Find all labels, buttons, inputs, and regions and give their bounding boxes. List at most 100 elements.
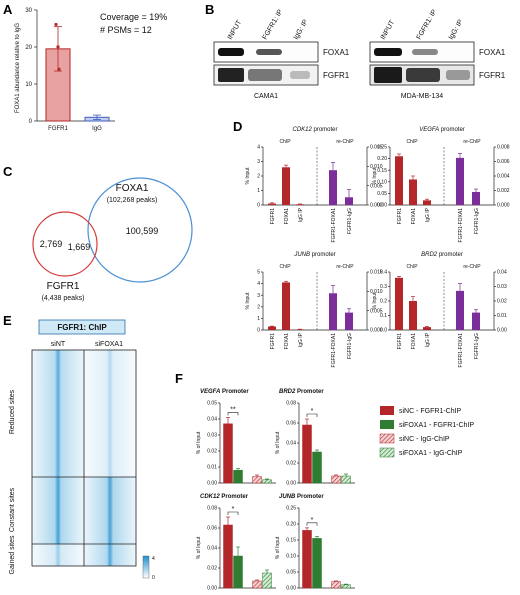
y-tick-label: 3 [257, 159, 260, 165]
y2-tick-label: 0.010 [370, 164, 383, 170]
venn-foxa1-label: FOXA1 [116, 183, 149, 194]
y2-tick-label: 0.01 [497, 313, 507, 319]
chip-label: ChIP [279, 139, 291, 145]
venn-circle-foxa1 [87, 177, 193, 283]
row-label-foxa1-1: FOXA1 [323, 48, 350, 57]
heatmap-header: FGFR1: ChIP [57, 323, 107, 332]
x-tick-label: IgG IP [425, 332, 431, 347]
y2-tick-label: 0.002 [497, 188, 510, 194]
band [406, 68, 440, 82]
venn-only-foxa1: 100,599 [126, 226, 159, 236]
y-tick-label: 2 [257, 304, 260, 310]
y-tick-label: 0.06 [286, 421, 296, 427]
y2-tick-label: 0.015 [370, 270, 383, 276]
x-tick-label: FGFR1-FOXA1 [458, 208, 464, 243]
chip-label: ChIP [406, 139, 418, 145]
y-tick-label: 0.2 [380, 299, 387, 305]
x-tick-label: IgG [92, 126, 102, 132]
y-tick-label: 0.25 [377, 145, 387, 151]
y-tick-label: 0.0 [380, 328, 387, 334]
bar [296, 329, 304, 330]
y-axis-label: % Input [372, 292, 378, 310]
x-tick-label: IgG IP [425, 207, 431, 222]
y-axis-label: % Input [372, 167, 378, 185]
heatmap-color-scale [142, 555, 150, 579]
significance-bracket [306, 413, 318, 417]
lane-igg-ip-2: IgG: IP [448, 18, 465, 41]
chart-title: JUNB promoter [293, 252, 335, 258]
bar [233, 555, 243, 589]
bar [472, 191, 480, 205]
y-tick-label: 0.08 [286, 401, 296, 407]
y2-tick-label: 0.008 [497, 145, 510, 151]
band [256, 49, 282, 55]
y-tick-label: 0.25 [286, 506, 296, 512]
bar [223, 524, 233, 589]
heatmap-group-constant: Constant sites [9, 487, 16, 532]
legend-swatch-sinc-igg [379, 433, 395, 444]
y-axis-label: % Input [245, 167, 251, 185]
y-tick-label: 0.10 [377, 179, 387, 185]
heatmap-group-reduced: Reduced sites [9, 389, 16, 434]
x-tick-label: FGFR1-IgG [347, 333, 353, 359]
lane-fgfr1-ip-1: FGFR1: IP [262, 8, 285, 41]
y-tick-label: 0.00 [207, 481, 217, 487]
y-tick-label: 0.3 [380, 284, 387, 290]
bar [282, 282, 290, 330]
y-tick-label: 0.05 [286, 570, 296, 576]
y-axis-label: % of Input [275, 431, 281, 454]
y-tick-label: 0.01 [207, 465, 217, 471]
heatmap-col-sint: siNT [51, 341, 66, 348]
bar [312, 451, 322, 484]
panel-a-ylabel: FOXA1 abundance relative to IgG [15, 23, 21, 113]
chart-title: BRD2 promoter [421, 252, 463, 258]
x-tick-label: FGFR1 [270, 333, 276, 350]
y-tick-label: 0.02 [207, 449, 217, 455]
y-tick-label: 0.00 [377, 203, 387, 209]
x-tick-label: FGFR1-IgG [474, 333, 480, 359]
y-tick-label: 0.05 [207, 401, 217, 407]
significance-bracket [227, 412, 239, 416]
lane-input-1: INPUT [227, 19, 244, 41]
band [412, 49, 438, 55]
band [218, 68, 244, 82]
y-tick-label: 0.02 [286, 461, 296, 467]
significance-marker: ** [230, 406, 236, 413]
y-axis-label: % of Input [196, 536, 202, 559]
x-tick-label: FGFR1-FOXA1 [458, 333, 464, 368]
bar [409, 301, 417, 330]
y-tick-label: 10 [25, 82, 32, 88]
venn-fgfr1-label: FGFR1 [47, 281, 80, 292]
panel-label-f: F [175, 371, 183, 386]
chart-brd2-promoter: BRD2 Promoter % of Input 0.00 0.02 0.04 0.06 0… [275, 389, 355, 487]
y2-tick-label: 0.010 [370, 289, 383, 295]
chart-title: CDK12 promoter [292, 127, 337, 133]
chart-title: CDK12 Promoter [200, 494, 249, 500]
heatmap-col-sifoxa1: siFOXA1 [95, 341, 123, 348]
band [248, 69, 282, 81]
y-tick-label: 3 [257, 293, 260, 299]
bar [341, 475, 351, 484]
bar [302, 530, 312, 589]
legend-sifoxa1-igg: siFOXA1 - IgG-ChIP [399, 450, 463, 457]
bar [331, 581, 341, 589]
panel-a-psms: # PSMs = 12 [100, 25, 152, 35]
bar [456, 157, 464, 205]
legend-sinc-fgfr1: siNC - FGFR1-ChIP [399, 408, 462, 415]
y2-tick-label: 0.02 [497, 299, 507, 305]
y-tick-label: 0.04 [286, 441, 296, 447]
bar [409, 179, 417, 205]
significance-bracket [306, 522, 318, 526]
y-tick-label: 0.05 [377, 191, 387, 197]
y-tick-label: 0.15 [286, 538, 296, 544]
panel-f-legend: siNC - FGFR1-ChIP siFOXA1 - FGFR1-ChIP s… [379, 406, 474, 458]
bar [331, 475, 341, 484]
chart-vegfa-promoter: VEGFA Promoter % of Input 0.00 0.01 0.02 0.03… [196, 389, 276, 487]
band [374, 67, 402, 83]
y-tick-label: 0.02 [207, 566, 217, 572]
panel-label-b: B [205, 2, 214, 17]
row-label-foxa1-2: FOXA1 [479, 48, 506, 57]
y2-tick-label: 0.000 [370, 328, 383, 334]
